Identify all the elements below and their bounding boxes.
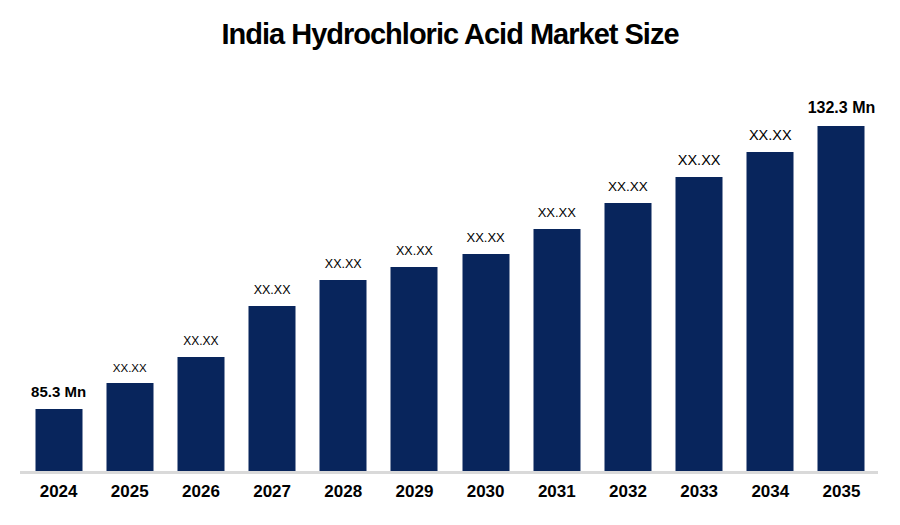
x-axis-tick-2032: 2032 [592,482,663,502]
x-axis-tick-2026: 2026 [165,482,236,502]
bar-value-label-2026: XX.XX [183,334,218,348]
bar-column-2026: XX.XX [165,95,236,472]
bar-value-label-2030: XX.XX [466,230,504,245]
bar-column-2028: XX.XX [308,95,379,472]
chart-title: India Hydrochloric Acid Market Size [0,18,900,51]
bar-2028 [320,280,367,472]
x-axis-tick-2024: 2024 [23,482,94,502]
bar-column-2025: XX.XX [94,95,165,472]
x-axis-tick-2034: 2034 [735,482,806,502]
bar-value-label-2027: XX.XX [254,283,291,297]
bar-value-label-2028: XX.XX [325,257,362,271]
x-axis-tick-2027: 2027 [237,482,308,502]
x-axis-labels: 2024202520262027202820292030203120322033… [23,482,877,502]
bar-column-2024: 85.3 Mn [23,95,94,472]
bar-column-2030: XX.XX [450,95,521,472]
bar-value-label-2032: XX.XX [608,179,648,194]
x-axis-tick-2035: 2035 [806,482,877,502]
x-axis-tick-2031: 2031 [521,482,592,502]
x-axis-tick-2030: 2030 [450,482,521,502]
bar-value-label-2035: 132.3 Mn [808,99,876,117]
bar-column-2034: XX.XX [735,95,806,472]
bar-value-label-2034: XX.XX [749,127,792,143]
x-axis-line [20,471,878,474]
bar-2033 [676,177,723,472]
bar-value-label-2025: XX.XX [113,362,147,374]
x-axis-tick-2033: 2033 [664,482,735,502]
bar-column-2032: XX.XX [592,95,663,472]
bar-value-label-2033: XX.XX [678,152,721,168]
bar-2031 [533,229,580,472]
chart-canvas: India Hydrochloric Acid Market Size 85.3… [0,0,900,525]
bar-2032 [604,203,651,472]
bar-value-label-2031: XX.XX [538,205,576,220]
bar-2030 [462,254,509,472]
bar-2026 [177,357,224,472]
bar-column-2035: 132.3 Mn [806,95,877,472]
bar-2034 [747,152,794,472]
bar-2025 [106,383,153,472]
bar-column-2031: XX.XX [521,95,592,472]
x-axis-tick-2029: 2029 [379,482,450,502]
bar-column-2033: XX.XX [664,95,735,472]
x-axis-tick-2028: 2028 [308,482,379,502]
bar-value-label-2029: XX.XX [396,244,433,258]
bar-2035 [818,126,865,472]
bar-column-2027: XX.XX [237,95,308,472]
x-axis-tick-2025: 2025 [94,482,165,502]
bar-2024 [35,409,82,472]
bar-column-2029: XX.XX [379,95,450,472]
bar-value-label-2024: 85.3 Mn [31,383,86,400]
bar-2027 [249,306,296,472]
bar-2029 [391,267,438,472]
plot-area: 85.3 Mn XX.XX XX.XX XX.XX XX.XX XX.XX XX.XX XX.… [23,95,877,472]
